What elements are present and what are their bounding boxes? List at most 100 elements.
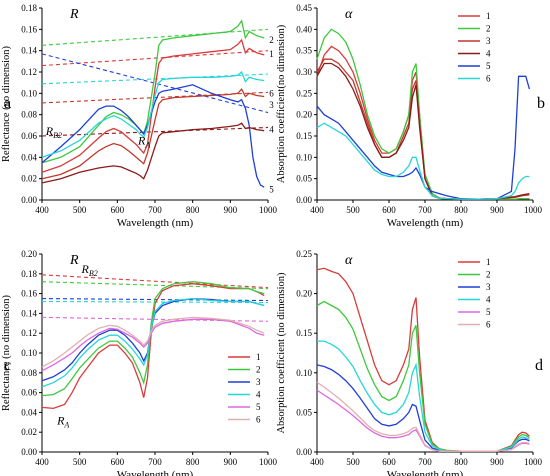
y-axis-label: Reflectance (no dimension) <box>1 45 12 162</box>
series-line-2 <box>41 281 265 397</box>
series-line-6 <box>316 122 530 200</box>
y-tick-label: 0.10 <box>296 152 312 162</box>
x-tick-label: 900 <box>224 205 238 215</box>
series-line-2 <box>316 300 530 452</box>
annotation: RA <box>56 413 69 429</box>
x-tick-label: 600 <box>382 457 396 467</box>
legend-label: 2 <box>256 365 261 375</box>
y-tick-label: 0.12 <box>21 67 37 77</box>
y-tick-label: 0.35 <box>296 46 312 56</box>
legend-label: 6 <box>256 415 261 425</box>
legend-label: 5 <box>256 402 261 412</box>
x-tick-label: 900 <box>490 205 504 215</box>
series-line-3 <box>41 87 265 180</box>
series-end-label: 2 <box>269 35 274 45</box>
trend-line <box>41 28 269 46</box>
trend-line <box>41 50 269 67</box>
y-axis-label: Absorption coefficient(no dimension) <box>276 24 287 183</box>
y-tick-label: 0.02 <box>21 427 37 437</box>
y-tick-label: 0.45 <box>296 3 312 13</box>
chart-panel-a: 0.00 0.02 0.04 0.06 0.08 0.10 0.12 0.14 0.16 0.18… <box>1 3 278 229</box>
y-tick-label: 0.00 <box>21 447 37 457</box>
series-line-3 <box>316 58 530 200</box>
series-line-5 <box>41 84 265 188</box>
y-tick-label: 0.40 <box>296 24 312 34</box>
corner-symbol: α <box>345 7 353 22</box>
x-tick-label: 800 <box>186 457 200 467</box>
y-tick-label: 0.25 <box>296 88 312 98</box>
x-tick-label: 400 <box>35 457 49 467</box>
x-axis-label: Wavelength (nm) <box>117 217 194 229</box>
y-tick-label: 0.04 <box>21 152 37 162</box>
y-tick-label: 0.20 <box>296 110 312 120</box>
y-tick-label: 0.16 <box>21 24 37 34</box>
series-line-1 <box>41 38 265 173</box>
trend-line <box>41 73 269 85</box>
series-line-1 <box>316 45 530 200</box>
x-tick-label: 600 <box>111 457 125 467</box>
legend-label: 2 <box>486 24 491 34</box>
legend-label: 3 <box>486 36 491 46</box>
y-tick-label: 0.20 <box>21 249 37 259</box>
trend-line <box>41 53 269 114</box>
x-tick-label: 600 <box>382 205 396 215</box>
series-line-1 <box>41 283 265 410</box>
x-tick-label: 700 <box>418 457 432 467</box>
legend-label: 4 <box>486 295 491 305</box>
x-axis-label: Wavelength (nm) <box>387 217 464 229</box>
x-tick-label: 700 <box>148 457 162 467</box>
y-tick-label: 0.02 <box>21 174 37 184</box>
series-line-4 <box>41 297 265 388</box>
series-line-6 <box>316 381 530 452</box>
series-end-label: 1 <box>269 49 274 59</box>
series-line-3 <box>41 297 265 382</box>
x-tick-label: 1000 <box>524 457 543 467</box>
series-end-label: 3 <box>269 100 274 110</box>
x-tick-label: 900 <box>224 457 238 467</box>
y-tick-label: 0.00 <box>296 195 312 205</box>
legend-label: 6 <box>486 320 491 330</box>
series-line-6 <box>41 316 265 368</box>
x-tick-label: 400 <box>35 205 49 215</box>
y-tick-label: 0.18 <box>21 3 37 13</box>
legend-label: 5 <box>486 61 491 71</box>
y-tick-label: 0.18 <box>21 269 37 279</box>
x-tick-label: 400 <box>310 205 324 215</box>
y-tick-label: 0.10 <box>296 368 312 378</box>
x-tick-label: 500 <box>346 205 360 215</box>
legend: 1 2 3 4 5 6 <box>458 11 491 84</box>
y-tick-label: 0.10 <box>21 348 37 358</box>
y-tick-label: 0.20 <box>296 289 312 299</box>
legend: 1 2 3 4 5 6 <box>228 352 261 425</box>
legend-label: 4 <box>256 390 261 400</box>
x-tick-label: 900 <box>490 457 504 467</box>
x-axis-label: Wavelength (nm) <box>117 469 194 476</box>
y-tick-label: 0.12 <box>21 328 37 338</box>
panel-label: b <box>537 95 545 112</box>
y-tick-label: 0.30 <box>296 67 312 77</box>
annotation: RB2 <box>45 124 62 140</box>
x-tick-label: 1000 <box>259 457 278 467</box>
annotation-subscript: A <box>144 141 150 150</box>
series-line-2 <box>41 19 265 164</box>
series-line-4 <box>317 340 530 452</box>
y-tick-label: 0.08 <box>21 110 37 120</box>
x-tick-label: 500 <box>73 457 87 467</box>
y-axis-label: Reflectance (no dimension) <box>1 294 12 411</box>
y-tick-label: 0.14 <box>21 46 37 56</box>
legend: 1 2 3 4 5 6 <box>458 257 491 330</box>
legend-label: 2 <box>486 270 491 280</box>
x-tick-label: 800 <box>454 205 468 215</box>
y-tick-label: 0.06 <box>21 388 37 398</box>
legend-label: 1 <box>486 11 491 21</box>
legend-label: 3 <box>486 282 491 292</box>
trend-line <box>41 274 269 289</box>
y-tick-label: 0.25 <box>296 249 312 259</box>
y-tick-label: 0.04 <box>21 407 37 417</box>
x-tick-label: 1000 <box>524 205 543 215</box>
x-tick-label: 800 <box>186 205 200 215</box>
y-axis-label: Absorption coefficient (no dimension) <box>276 272 287 434</box>
series-end-label: 6 <box>269 88 274 98</box>
chart-panel-c: 0.00 0.02 0.04 0.06 0.08 0.10 0.12 0.14 0.16 0.18… <box>1 249 278 476</box>
y-tick-label: 0.06 <box>21 131 37 141</box>
